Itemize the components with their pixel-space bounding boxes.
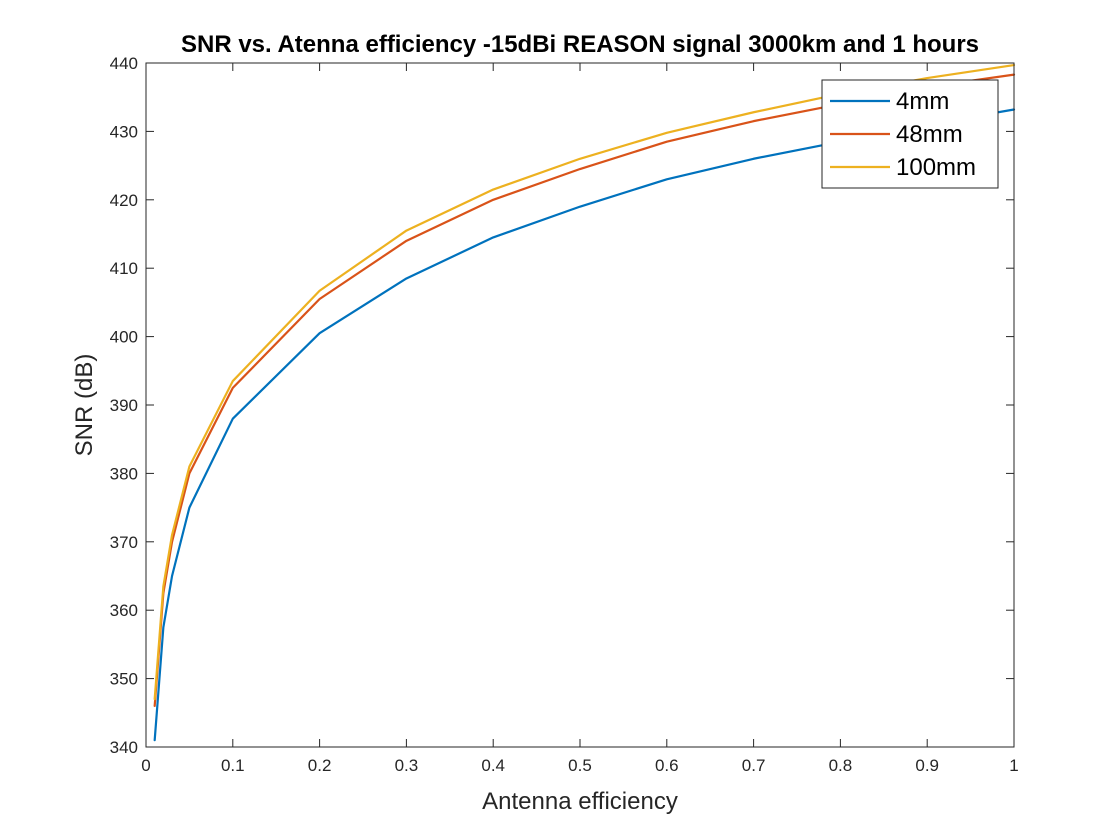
y-tick-label: 430 (110, 122, 138, 141)
y-axis-label: SNR (dB) (71, 354, 98, 457)
x-tick-label: 0.1 (221, 756, 245, 775)
x-axis-label: Antenna efficiency (482, 788, 678, 815)
ticks-layer: 0 0.1 0.2 0.3 0.4 0.5 0.6 0.7 0.8 0.9 1 340 350 360 37… (110, 54, 1019, 775)
y-tick-label: 420 (110, 191, 138, 210)
y-tick-label: 360 (110, 601, 138, 620)
x-tick-label: 1 (1009, 756, 1018, 775)
x-tick-label: 0.3 (395, 756, 419, 775)
y-tick-label: 410 (110, 259, 138, 278)
y-tick-label: 340 (110, 738, 138, 757)
x-tick-label: 0.9 (915, 756, 939, 775)
y-tick-label: 350 (110, 670, 138, 689)
x-tick-label: 0.4 (481, 756, 505, 775)
x-tick-label: 0 (141, 756, 150, 775)
y-tick-label: 440 (110, 54, 138, 73)
y-tick-label: 390 (110, 396, 138, 415)
x-tick-label: 0.7 (742, 756, 766, 775)
y-tick-label: 370 (110, 533, 138, 552)
x-tick-label: 0.2 (308, 756, 332, 775)
x-tick-label: 0.5 (568, 756, 592, 775)
legend-label: 48mm (896, 121, 963, 148)
x-tick-label: 0.6 (655, 756, 679, 775)
chart-title: SNR vs. Atenna efficiency -15dBi REASON … (181, 31, 979, 58)
y-tick-label: 400 (110, 328, 138, 347)
x-tick-label: 0.8 (829, 756, 853, 775)
y-tick-label: 380 (110, 464, 138, 483)
legend: 4mm 48mm 100mm (821, 79, 999, 189)
legend-label: 100mm (896, 154, 976, 181)
legend-label: 4mm (896, 88, 949, 115)
